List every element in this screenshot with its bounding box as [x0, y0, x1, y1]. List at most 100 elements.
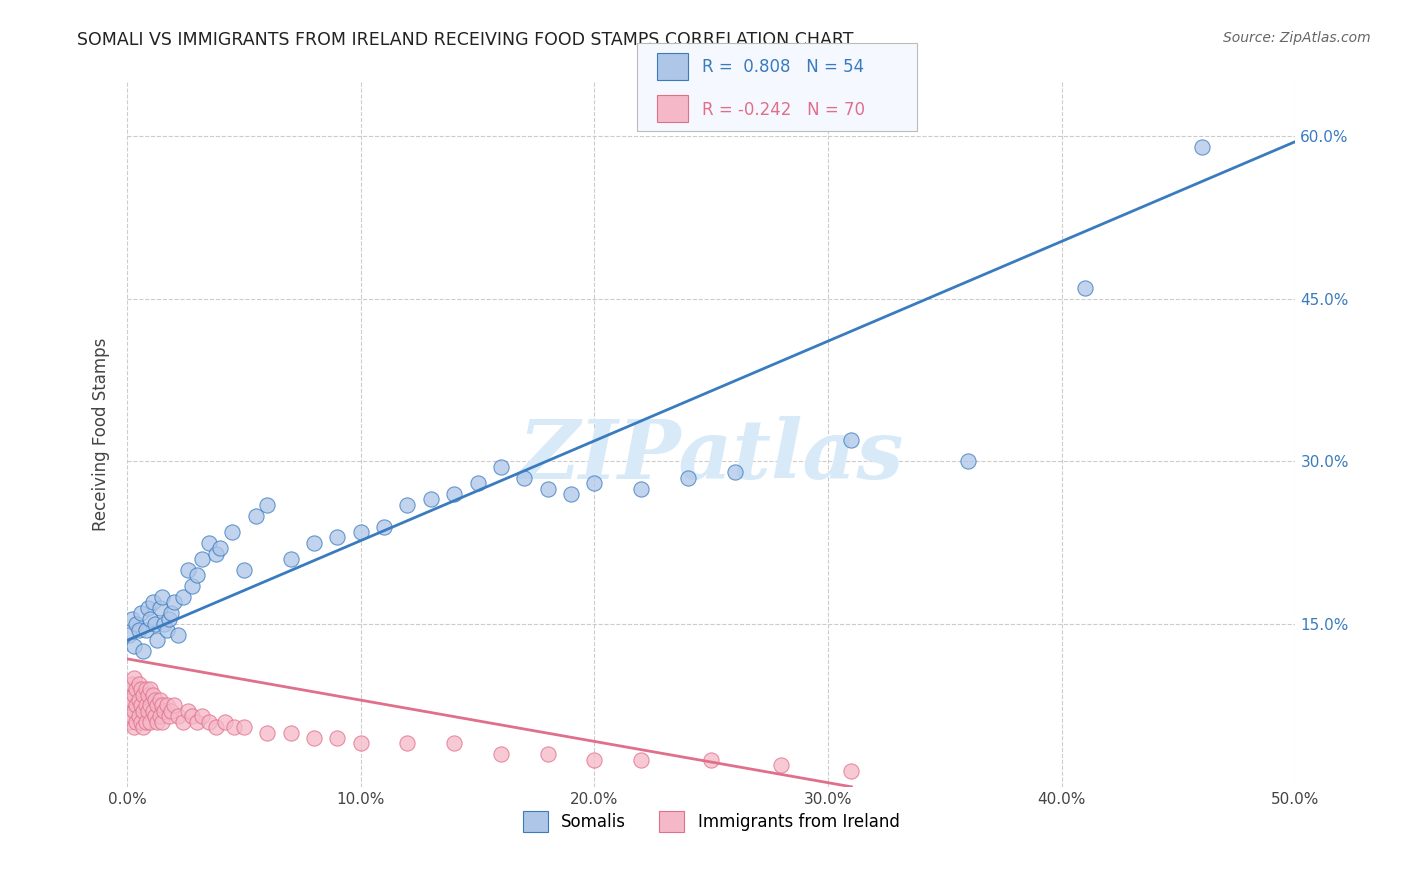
Point	[128, 709, 150, 723]
Point	[700, 753, 723, 767]
Point	[153, 704, 176, 718]
Point	[118, 628, 141, 642]
Point	[163, 595, 186, 609]
Text: R = -0.242   N = 70: R = -0.242 N = 70	[702, 101, 865, 119]
Point	[232, 563, 254, 577]
Point	[197, 714, 219, 729]
Point	[146, 633, 169, 648]
Point	[957, 454, 980, 468]
Point	[122, 688, 145, 702]
Point	[1074, 281, 1097, 295]
Point	[280, 552, 302, 566]
Point	[139, 714, 162, 729]
Point	[160, 704, 183, 718]
Point	[135, 623, 157, 637]
Point	[396, 736, 419, 750]
Point	[214, 714, 236, 729]
Point	[513, 471, 536, 485]
Point	[224, 720, 246, 734]
Point	[150, 714, 173, 729]
Point	[132, 688, 155, 702]
Point	[167, 709, 190, 723]
Point	[132, 720, 155, 734]
Point	[723, 465, 745, 479]
Point	[135, 682, 157, 697]
Point	[146, 698, 169, 713]
Point	[129, 607, 152, 621]
Point	[143, 617, 166, 632]
Point	[129, 682, 152, 697]
Point	[121, 612, 143, 626]
Point	[143, 709, 166, 723]
Point	[186, 568, 208, 582]
Point	[537, 747, 560, 762]
Point	[373, 519, 395, 533]
Point	[191, 552, 214, 566]
Point	[232, 720, 254, 734]
Point	[326, 530, 349, 544]
Point	[139, 682, 162, 697]
Point	[181, 579, 204, 593]
Point	[489, 747, 512, 762]
Point	[122, 704, 145, 718]
Point	[350, 524, 373, 539]
Point	[221, 524, 243, 539]
Point	[149, 709, 172, 723]
Point	[125, 682, 148, 697]
Point	[122, 671, 145, 685]
Point	[136, 704, 159, 718]
Y-axis label: Receiving Food Stamps: Receiving Food Stamps	[93, 338, 110, 531]
Point	[149, 600, 172, 615]
Point	[125, 617, 148, 632]
Legend: Somalis, Immigrants from Ireland: Somalis, Immigrants from Ireland	[516, 805, 907, 838]
Point	[156, 623, 179, 637]
Point	[121, 709, 143, 723]
Point	[142, 595, 165, 609]
Point	[676, 471, 699, 485]
Point	[149, 693, 172, 707]
Point	[204, 547, 226, 561]
Point	[583, 753, 606, 767]
Point	[467, 476, 489, 491]
Point	[132, 644, 155, 658]
Point	[121, 677, 143, 691]
Point	[537, 482, 560, 496]
Point	[302, 731, 325, 745]
Point	[129, 714, 152, 729]
Point	[132, 704, 155, 718]
Point	[128, 677, 150, 691]
Point	[443, 736, 465, 750]
Point	[118, 714, 141, 729]
Point	[142, 688, 165, 702]
Point	[256, 498, 278, 512]
Point	[136, 688, 159, 702]
Point	[139, 698, 162, 713]
Point	[118, 698, 141, 713]
Point	[135, 714, 157, 729]
Point	[153, 617, 176, 632]
Point	[489, 459, 512, 474]
Point	[245, 508, 267, 523]
Text: R =  0.808   N = 54: R = 0.808 N = 54	[702, 58, 863, 76]
Point	[143, 693, 166, 707]
Point	[256, 725, 278, 739]
Point	[157, 709, 180, 723]
Point	[150, 698, 173, 713]
Point	[302, 536, 325, 550]
Text: SOMALI VS IMMIGRANTS FROM IRELAND RECEIVING FOOD STAMPS CORRELATION CHART: SOMALI VS IMMIGRANTS FROM IRELAND RECEIV…	[77, 31, 853, 49]
Point	[128, 693, 150, 707]
Point	[204, 720, 226, 734]
Point	[560, 487, 582, 501]
Point	[121, 693, 143, 707]
Text: Source: ZipAtlas.com: Source: ZipAtlas.com	[1223, 31, 1371, 45]
Point	[177, 563, 200, 577]
Text: ZIPatlas: ZIPatlas	[519, 416, 904, 495]
Point	[146, 714, 169, 729]
Point	[181, 709, 204, 723]
Point	[150, 590, 173, 604]
Point	[186, 714, 208, 729]
Point	[326, 731, 349, 745]
Point	[122, 639, 145, 653]
Point	[172, 714, 194, 729]
Point	[191, 709, 214, 723]
